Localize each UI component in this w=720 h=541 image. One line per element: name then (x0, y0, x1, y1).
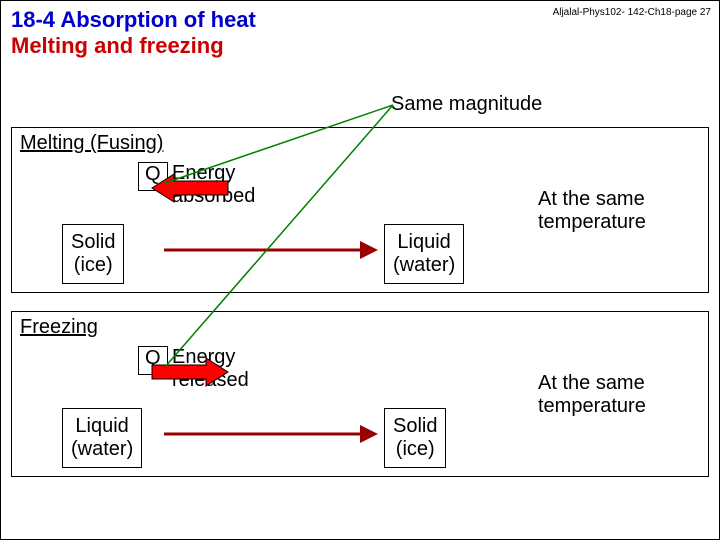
melting-note: At the same temperature (538, 188, 646, 234)
freezing-right-state: Solid (ice) (384, 408, 446, 468)
melting-panel: Melting (Fusing) Q Energy absorbed Solid… (11, 127, 709, 293)
freezing-q-label: Q (138, 346, 168, 375)
header-reference: Aljalal-Phys102- 142-Ch18-page 27 (553, 7, 711, 18)
melting-right-state: Liquid (water) (384, 224, 464, 284)
melting-title: Melting (Fusing) (20, 132, 163, 155)
freezing-energy-text: Energy released (172, 346, 249, 392)
melting-q-label: Q (138, 162, 168, 191)
freezing-note: At the same temperature (538, 372, 646, 418)
melting-left-state: Solid (ice) (62, 224, 124, 284)
page-title-line-1: 18-4 Absorption of heat (11, 7, 256, 33)
melting-maroon-arrow-icon (164, 241, 378, 259)
freezing-title: Freezing (20, 316, 98, 339)
same-magnitude-label: Same magnitude (391, 93, 542, 116)
freezing-left-state: Liquid (water) (62, 408, 142, 468)
freezing-maroon-arrow-icon (164, 425, 378, 443)
page-title-line-2: Melting and freezing (11, 33, 224, 59)
freezing-panel: Freezing Q Energy released Liquid (water… (11, 311, 709, 477)
melting-energy-text: Energy absorbed (172, 162, 255, 208)
